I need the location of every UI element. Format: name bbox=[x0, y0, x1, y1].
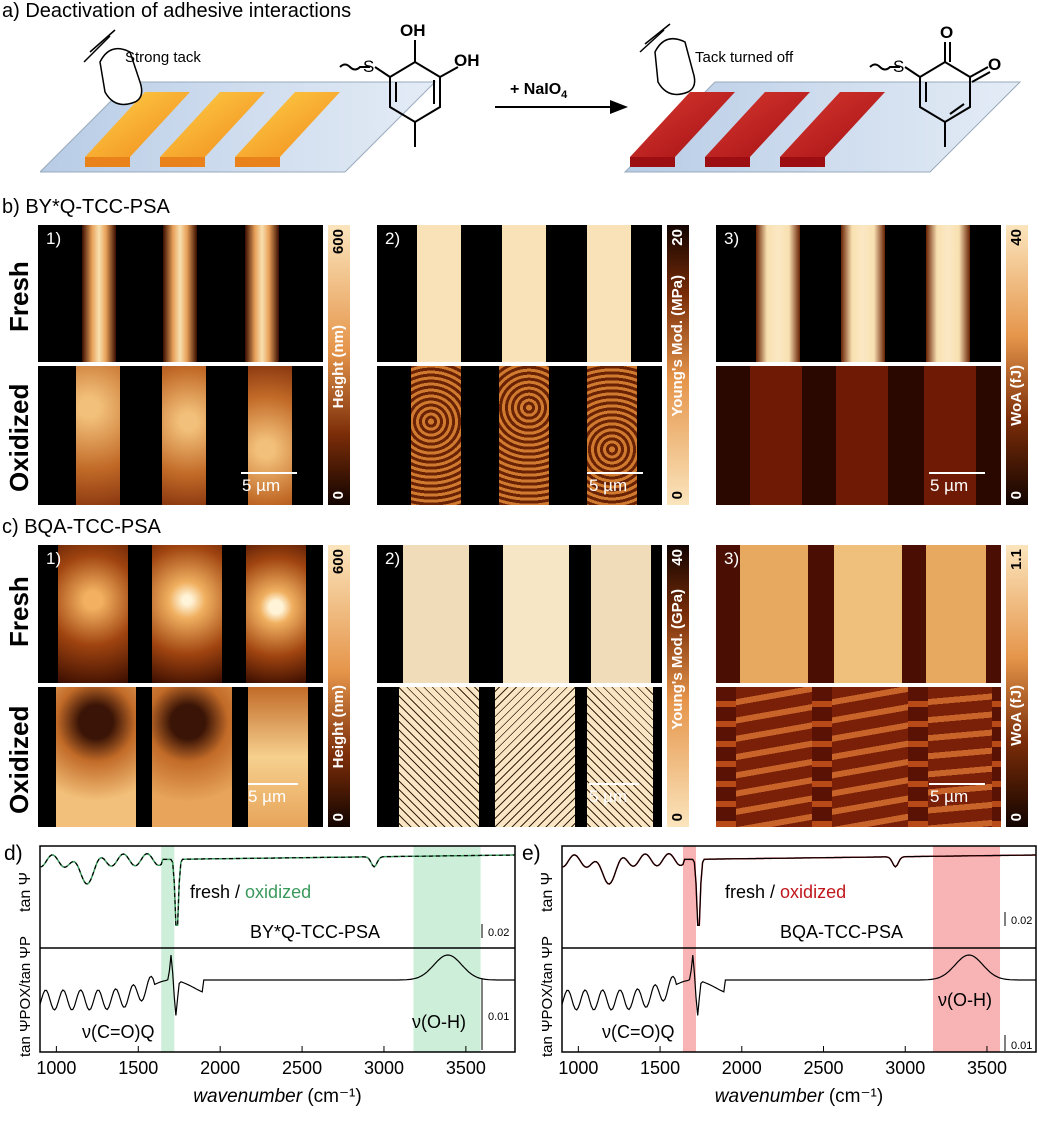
colorbar-b3: 40 WoA (fJ) 0 bbox=[1006, 225, 1028, 505]
x-tick-label: 1000 bbox=[558, 1058, 598, 1078]
highlight-band-0 bbox=[682, 846, 697, 1052]
oh-label-1: OH bbox=[400, 22, 426, 40]
panel-label-b2: 2) bbox=[385, 229, 401, 248]
series-oxidized-top bbox=[39, 852, 515, 927]
colorbar-b2: 20 Young's Mod. (MPa) 0 bbox=[667, 225, 689, 505]
series-ratio-bottom bbox=[39, 954, 515, 1016]
row-label-oxidized-c: Oxidized bbox=[4, 705, 34, 815]
colorbar-c2: 40 Young's Mod. (GPa) 0 bbox=[667, 545, 689, 827]
ir-spectrum-chart-d: 1000 1500 2000 2500 3000 3500 wavenumber (cm⁻¹… bbox=[4, 842, 516, 1107]
series-fresh-top bbox=[561, 853, 1036, 926]
panel-letter: e) bbox=[522, 842, 541, 865]
hand-icon-right bbox=[639, 23, 696, 96]
ir-spectrum-chart-e: 1000 1500 2000 2500 3000 3500 wavenumber (cm⁻¹… bbox=[522, 842, 1037, 1107]
x-tick-label: 2000 bbox=[722, 1058, 762, 1078]
highlight-band-1 bbox=[933, 846, 1001, 1052]
quinone-structure bbox=[869, 42, 991, 147]
afm-map-b3: 5 µm 3) bbox=[716, 225, 1001, 505]
catechol-structure bbox=[339, 40, 459, 147]
oh-label-2: OH bbox=[454, 51, 480, 70]
colorbar-c3: 1.1 WoA (fJ) 0 bbox=[1006, 545, 1028, 827]
tack-off-label: Tack turned off bbox=[695, 49, 794, 66]
scale-bar-c1: 5 µm bbox=[248, 787, 287, 806]
red-stripes bbox=[630, 92, 885, 167]
annotation-oh: ν(O-H) bbox=[938, 990, 992, 1010]
sulfur-atom-left: S bbox=[363, 57, 374, 76]
x-tick-label: 2500 bbox=[282, 1058, 322, 1078]
strong-tack-label: Strong tack bbox=[125, 49, 201, 66]
series-ratio-bottom bbox=[561, 954, 1036, 1016]
colorbar-c1: 600 Height (nm) 0 bbox=[328, 545, 350, 827]
x-tick-label: 1500 bbox=[118, 1058, 158, 1078]
plot-frame bbox=[39, 845, 516, 1053]
y-axis-label-bottom: tan ΨPOX/tan ΨP bbox=[17, 936, 34, 1057]
panel-label-b1: 1) bbox=[46, 229, 62, 248]
adhesion-scheme: Strong tack S OH OH + NaIO4 Tack turned … bbox=[40, 22, 1022, 173]
panel-letter: d) bbox=[4, 842, 23, 865]
o-label-1: O bbox=[940, 23, 953, 42]
scale-bar-b1: 5 µm bbox=[242, 476, 281, 495]
highlight-band-1 bbox=[413, 846, 481, 1052]
sample-title: BY*Q-TCC-PSA bbox=[250, 922, 380, 942]
x-tick-label: 3000 bbox=[364, 1058, 404, 1078]
highlight-band-0 bbox=[161, 846, 175, 1052]
afm-map-b2: 5 µm 2) bbox=[377, 225, 662, 505]
afm-map-b1: 5 µm 1) bbox=[38, 225, 323, 505]
row-label-fresh-c: Fresh bbox=[4, 576, 34, 648]
yellow-stripes bbox=[85, 92, 340, 167]
afm-map-c1: 5 µm 1) bbox=[38, 545, 323, 827]
y-axis-label-top: tan Ψ bbox=[17, 872, 34, 912]
panel-label-c1: 1) bbox=[46, 549, 62, 568]
colorbar-b1: 600 Height (nm) 0 bbox=[328, 225, 350, 505]
panel-label-c3: 3) bbox=[724, 549, 740, 568]
sulfur-atom-right: S bbox=[893, 57, 904, 76]
x-tick-label: 3500 bbox=[967, 1058, 1007, 1078]
annotation-co: ν(C=O)Q bbox=[82, 1022, 155, 1042]
x-axis-label: wavenumber (cm⁻¹) bbox=[193, 1086, 361, 1107]
sample-title: BQA-TCC-PSA bbox=[780, 922, 903, 942]
plot-frame bbox=[561, 845, 1037, 1053]
annotation-co: ν(C=O)Q bbox=[602, 1022, 675, 1042]
x-tick-label: 2000 bbox=[200, 1058, 240, 1078]
row-label-oxidized-b: Oxidized bbox=[4, 383, 34, 493]
x-tick-label: 1500 bbox=[640, 1058, 680, 1078]
scale-label-bottom: 0.01 bbox=[1011, 1040, 1032, 1052]
section-b-title: b) BY*Q-TCC-PSA bbox=[2, 196, 170, 218]
legend: fresh / oxidized bbox=[190, 882, 311, 902]
scale-bar-c2: 5 µm bbox=[589, 787, 628, 806]
section-a-title: a) Deactivation of adhesive interactions bbox=[2, 0, 352, 22]
scale-bar-b2: 5 µm bbox=[589, 476, 628, 495]
x-tick-label: 2500 bbox=[803, 1058, 843, 1078]
o-label-2: O bbox=[988, 55, 1001, 74]
y-axis-label-bottom: tan ΨPOX/tan ΨP bbox=[539, 936, 556, 1057]
y-axis-label-top: tan Ψ bbox=[539, 872, 556, 912]
scale-label-top: 0.02 bbox=[1011, 915, 1032, 927]
afm-map-c3: 5 µm 3) bbox=[716, 545, 1001, 827]
afm-map-c2: 5 µm 2) bbox=[377, 545, 662, 827]
panel-label-c2: 2) bbox=[385, 549, 401, 568]
x-tick-label: 3500 bbox=[446, 1058, 486, 1078]
row-label-fresh-b: Fresh bbox=[4, 261, 34, 333]
scale-label-bottom: 0.01 bbox=[488, 1011, 509, 1023]
x-axis-label: wavenumber (cm⁻¹) bbox=[715, 1086, 883, 1107]
x-tick-label: 3000 bbox=[885, 1058, 925, 1078]
legend: fresh / oxidized bbox=[725, 882, 846, 902]
annotation-oh: ν(O-H) bbox=[412, 1012, 466, 1032]
scale-bar-c3: 5 µm bbox=[930, 787, 969, 806]
scale-label-top: 0.02 bbox=[488, 927, 509, 939]
section-c-title: c) BQA-TCC-PSA bbox=[2, 516, 161, 538]
reagent-label: + NaIO4 bbox=[510, 81, 568, 101]
x-tick-label: 1000 bbox=[36, 1058, 76, 1078]
scale-bar-b3: 5 µm bbox=[930, 476, 969, 495]
panel-label-b3: 3) bbox=[724, 229, 740, 248]
hand-icon-left bbox=[83, 29, 143, 106]
